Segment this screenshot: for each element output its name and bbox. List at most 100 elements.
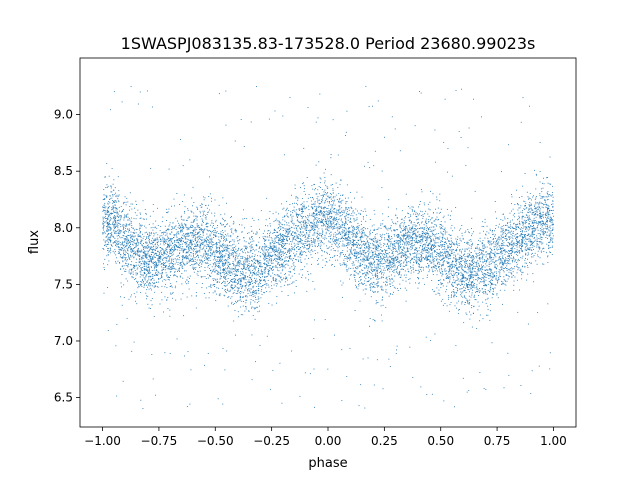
data-point: [366, 255, 368, 257]
data-point: [387, 227, 389, 229]
data-point: [337, 228, 339, 230]
data-point: [291, 241, 293, 243]
data-point: [168, 264, 170, 266]
data-point: [332, 241, 334, 243]
data-point: [390, 262, 392, 263]
data-point: [126, 224, 128, 226]
data-point: [102, 222, 104, 224]
data-point: [407, 251, 408, 252]
data-point: [338, 193, 340, 195]
data-point: [467, 272, 469, 274]
data-point: [421, 234, 423, 236]
data-point: [418, 277, 419, 279]
data-point: [187, 262, 189, 264]
data-point: [502, 270, 504, 272]
data-point: [493, 293, 495, 295]
data-point: [318, 186, 320, 188]
data-point: [485, 269, 487, 271]
data-point: [462, 254, 464, 256]
data-point: [303, 147, 305, 149]
data-point: [205, 238, 207, 240]
data-point: [523, 208, 525, 210]
data-point: [361, 260, 363, 262]
data-point: [407, 248, 409, 250]
data-point: [478, 249, 480, 251]
data-point: [264, 247, 266, 249]
data-point: [508, 276, 510, 278]
data-point: [429, 190, 431, 192]
data-point: [275, 245, 277, 247]
data-point: [144, 232, 146, 234]
data-point: [337, 219, 339, 221]
data-point: [362, 283, 364, 285]
data-point: [496, 275, 498, 277]
data-point: [464, 232, 466, 233]
data-point: [296, 214, 297, 216]
data-point: [312, 250, 314, 252]
data-point: [442, 285, 444, 287]
data-point: [288, 248, 290, 250]
data-point: [392, 248, 394, 250]
data-point: [333, 233, 335, 235]
data-point: [154, 253, 156, 255]
data-point: [194, 267, 196, 269]
data-point: [192, 256, 194, 258]
data-point: [427, 245, 429, 247]
data-point: [186, 220, 188, 221]
data-point: [187, 217, 189, 219]
data-point: [273, 220, 275, 222]
data-point: [136, 238, 138, 240]
data-point: [165, 266, 167, 268]
data-point: [181, 237, 183, 239]
data-point: [249, 288, 251, 290]
data-point: [130, 254, 131, 256]
data-point: [248, 243, 250, 245]
data-point: [546, 192, 548, 194]
data-point: [226, 268, 228, 270]
data-point: [550, 237, 552, 238]
data-point: [147, 246, 149, 248]
data-point: [505, 236, 507, 237]
data-point: [226, 284, 228, 286]
data-point: [462, 248, 464, 250]
data-point: [172, 268, 174, 270]
data-point: [156, 274, 158, 276]
data-point: [178, 238, 180, 240]
data-point: [213, 264, 215, 266]
data-point: [350, 268, 352, 269]
data-point: [158, 264, 160, 266]
data-point: [472, 274, 474, 275]
data-point: [502, 263, 504, 265]
data-point: [357, 261, 359, 263]
data-point: [401, 268, 403, 270]
data-point: [390, 230, 392, 232]
data-point: [263, 258, 265, 260]
data-point: [375, 268, 377, 270]
data-point: [117, 235, 119, 236]
data-point: [323, 211, 325, 212]
data-point: [108, 201, 110, 202]
data-point: [512, 208, 514, 210]
data-point: [518, 207, 520, 209]
data-point: [119, 236, 121, 238]
data-point: [423, 283, 425, 285]
data-point: [344, 255, 345, 257]
data-point: [122, 231, 124, 233]
data-point: [187, 351, 189, 353]
data-point: [222, 230, 224, 231]
data-point: [504, 250, 506, 252]
data-point: [120, 217, 122, 219]
data-point: [418, 259, 420, 261]
data-point: [368, 259, 369, 261]
data-point: [439, 272, 441, 274]
data-point: [518, 204, 519, 206]
data-point: [324, 319, 326, 321]
data-point: [251, 240, 253, 242]
data-point: [313, 212, 314, 213]
data-point: [359, 214, 361, 215]
data-point: [269, 245, 271, 247]
data-point: [313, 227, 315, 229]
data-point: [103, 204, 105, 206]
data-point: [539, 221, 541, 223]
data-point: [462, 291, 464, 293]
